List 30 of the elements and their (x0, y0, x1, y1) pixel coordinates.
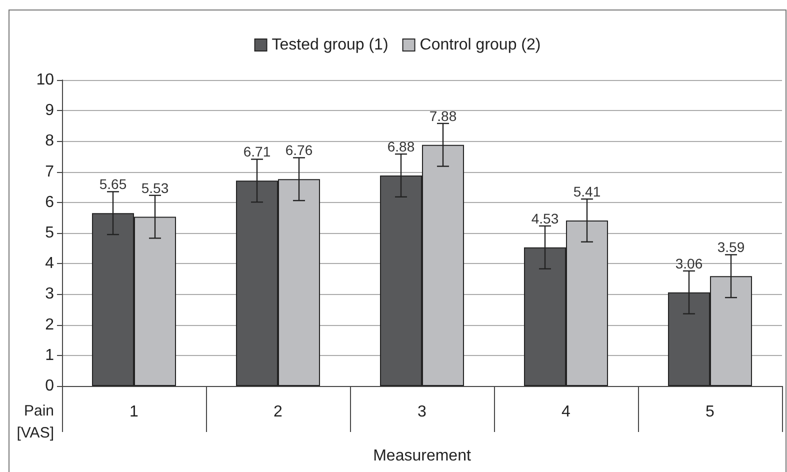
data-label: 6.88 (387, 138, 415, 154)
y-tick-label: 1 (45, 346, 54, 364)
legend-label: Control group (2) (420, 36, 541, 54)
data-label: 7.88 (429, 108, 457, 124)
data-label: 3.06 (675, 255, 703, 272)
y-tick-label: 10 (36, 72, 54, 88)
x-tick-label: 5 (706, 404, 715, 420)
x-tick-label: 3 (418, 404, 427, 420)
data-label: 5.41 (573, 183, 601, 200)
x-tick-label: 2 (274, 404, 283, 420)
y-tick-label: 4 (45, 255, 54, 272)
x-axis-title: Measurement (373, 448, 472, 464)
y-tick-label: 2 (45, 316, 54, 334)
data-label: 5.53 (141, 180, 169, 196)
data-label: 6.76 (285, 142, 313, 158)
x-tick-label: 1 (130, 404, 139, 420)
legend-label: Tested group (1) (272, 36, 388, 54)
y-tick-label: 7 (45, 163, 54, 180)
y-tick-label: 6 (45, 194, 54, 211)
y-tick-label: 0 (45, 378, 54, 394)
y-tick-label: 3 (45, 286, 54, 303)
x-tick-label: 4 (562, 404, 571, 420)
y-tick-label: 9 (45, 102, 54, 120)
y-tick-label: 8 (45, 132, 54, 150)
data-label: 5.65 (99, 176, 127, 192)
data-label: 4.53 (531, 210, 559, 226)
data-label: 6.71 (243, 144, 271, 160)
data-label: 3.59 (717, 239, 745, 256)
y-tick-label: 5 (45, 224, 54, 242)
y-axis-title: Pain [VAS] (16, 402, 54, 442)
